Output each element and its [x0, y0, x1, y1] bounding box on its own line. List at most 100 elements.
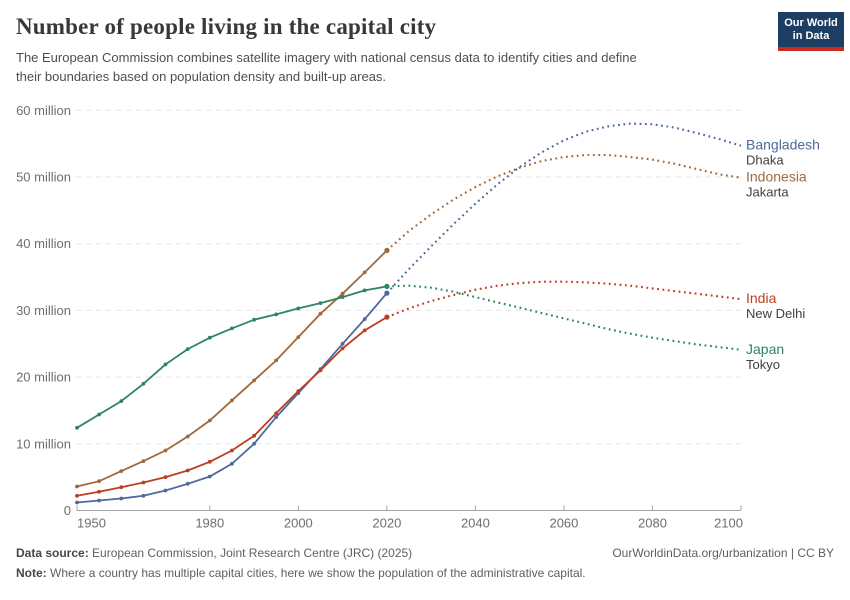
- data-point-indonesia: [97, 479, 101, 484]
- data-point-india: [141, 480, 146, 485]
- y-axis-label: 40 million: [16, 236, 71, 251]
- x-axis-label: 2080: [638, 516, 667, 531]
- page-title: Number of people living in the capital c…: [16, 14, 437, 39]
- owid-logo[interactable]: Our World in Data: [778, 12, 844, 51]
- y-axis-label: 50 million: [16, 170, 71, 185]
- data-point-indonesia: [185, 434, 190, 439]
- subtitle-line-1: The European Commission combines satelli…: [16, 50, 637, 65]
- series-city-label-india: New Delhi: [746, 306, 805, 321]
- chart-footer: Data source: European Commission, Joint …: [16, 546, 834, 581]
- data-source-text: European Commission, Joint Research Cent…: [92, 546, 413, 560]
- data-point-bangladesh: [274, 415, 279, 419]
- data-point-bangladesh: [207, 474, 212, 479]
- series-projection-bangladesh[interactable]: [386, 122, 742, 294]
- data-point-india: [318, 368, 323, 373]
- data-point-indonesia: [230, 398, 234, 403]
- x-axis-label: 1950: [77, 516, 106, 531]
- data-point-japan: [97, 412, 101, 417]
- y-axis-label: 20 million: [16, 370, 71, 385]
- series-line-india[interactable]: [76, 316, 388, 497]
- data-point-japan: [340, 295, 345, 299]
- data-point-indonesia: [340, 291, 345, 296]
- x-axis-label: 2000: [284, 516, 313, 531]
- data-point-japan: [230, 326, 234, 331]
- series-label-japan[interactable]: Japan: [746, 341, 784, 357]
- subtitle-line-2: their boundaries based on population den…: [16, 69, 387, 84]
- data-point-japan: [119, 399, 124, 403]
- series-label-indonesia[interactable]: Indonesia: [746, 169, 807, 185]
- data-point-india: [207, 459, 212, 464]
- data-point-japan: [318, 301, 323, 305]
- data-point-india: [185, 468, 190, 473]
- data-point-indonesia: [75, 484, 79, 489]
- data-point-japan: [296, 306, 301, 311]
- series-projection-indonesia[interactable]: [386, 153, 742, 252]
- data-point-india: [252, 433, 256, 438]
- data-source: Data source: European Commission, Joint …: [16, 546, 412, 561]
- data-point-india: [384, 314, 390, 320]
- data-point-japan: [163, 362, 168, 367]
- data-point-indonesia: [207, 418, 212, 423]
- y-axis-label: 60 million: [16, 103, 71, 118]
- chart-subtitle: The European Commission combines satelli…: [16, 48, 834, 86]
- data-point-india: [119, 485, 124, 490]
- series-label-bangladesh[interactable]: Bangladesh: [746, 137, 820, 153]
- data-point-indonesia: [362, 270, 367, 275]
- line-chart[interactable]: 0 10 million 20 million 30 million 40 millio…: [0, 95, 850, 540]
- data-point-indonesia: [119, 469, 124, 473]
- data-point-india: [75, 493, 79, 498]
- data-point-india: [296, 389, 301, 393]
- data-point-indonesia: [318, 311, 323, 316]
- data-point-bangladesh: [362, 317, 367, 321]
- series-city-label-japan: Tokyo: [746, 357, 780, 372]
- series-projection-japan[interactable]: [386, 284, 742, 351]
- data-point-japan: [252, 317, 256, 322]
- data-point-japan: [207, 335, 212, 340]
- data-point-india: [163, 475, 168, 479]
- data-point-bangladesh: [252, 441, 256, 446]
- chart-note: Note: Where a country has multiple capit…: [16, 566, 834, 581]
- x-axis-label: 2040: [461, 516, 490, 531]
- data-point-india: [274, 411, 279, 415]
- data-point-bangladesh: [119, 496, 124, 501]
- x-axis-label: 1980: [195, 516, 224, 531]
- data-point-bangladesh: [97, 498, 101, 503]
- y-axis-label: 10 million: [16, 436, 71, 451]
- data-point-japan: [362, 288, 367, 293]
- data-point-japan: [384, 283, 390, 289]
- series-line-japan[interactable]: [76, 285, 388, 429]
- series-label-india[interactable]: India: [746, 290, 777, 306]
- data-point-bangladesh: [230, 461, 234, 466]
- data-point-indonesia: [274, 358, 279, 363]
- series-city-label-bangladesh: Dhaka: [746, 153, 784, 168]
- data-point-japan: [185, 347, 190, 351]
- owid-link[interactable]: OurWorldinData.org/urbanization | CC BY: [612, 546, 834, 560]
- data-point-india: [230, 448, 234, 453]
- data-point-bangladesh: [163, 488, 168, 493]
- x-axis-label: 2020: [372, 516, 401, 531]
- data-point-bangladesh: [75, 500, 79, 505]
- y-axis-label: 0: [64, 503, 71, 518]
- data-point-indonesia: [252, 378, 256, 383]
- data-point-bangladesh: [340, 341, 345, 346]
- x-axis-label: 2060: [549, 516, 578, 531]
- data-point-bangladesh: [141, 493, 146, 498]
- data-point-india: [362, 328, 367, 333]
- data-source-label: Data source:: [16, 546, 89, 560]
- data-point-bangladesh: [384, 290, 390, 296]
- data-point-india: [340, 346, 345, 351]
- series-projection-india[interactable]: [386, 280, 742, 319]
- data-point-indonesia: [141, 459, 146, 463]
- data-point-indonesia: [163, 448, 168, 453]
- data-point-japan: [75, 425, 79, 430]
- data-point-bangladesh: [185, 481, 190, 486]
- note-label: Note:: [16, 566, 47, 580]
- plot-area[interactable]: [77, 105, 741, 511]
- series-city-label-indonesia: Jakarta: [746, 185, 789, 200]
- data-point-indonesia: [384, 247, 390, 253]
- owid-logo-line2: in Data: [792, 30, 830, 42]
- data-point-indonesia: [296, 335, 301, 339]
- x-axis-label: 2100: [714, 516, 743, 531]
- y-axis-label: 30 million: [16, 303, 71, 318]
